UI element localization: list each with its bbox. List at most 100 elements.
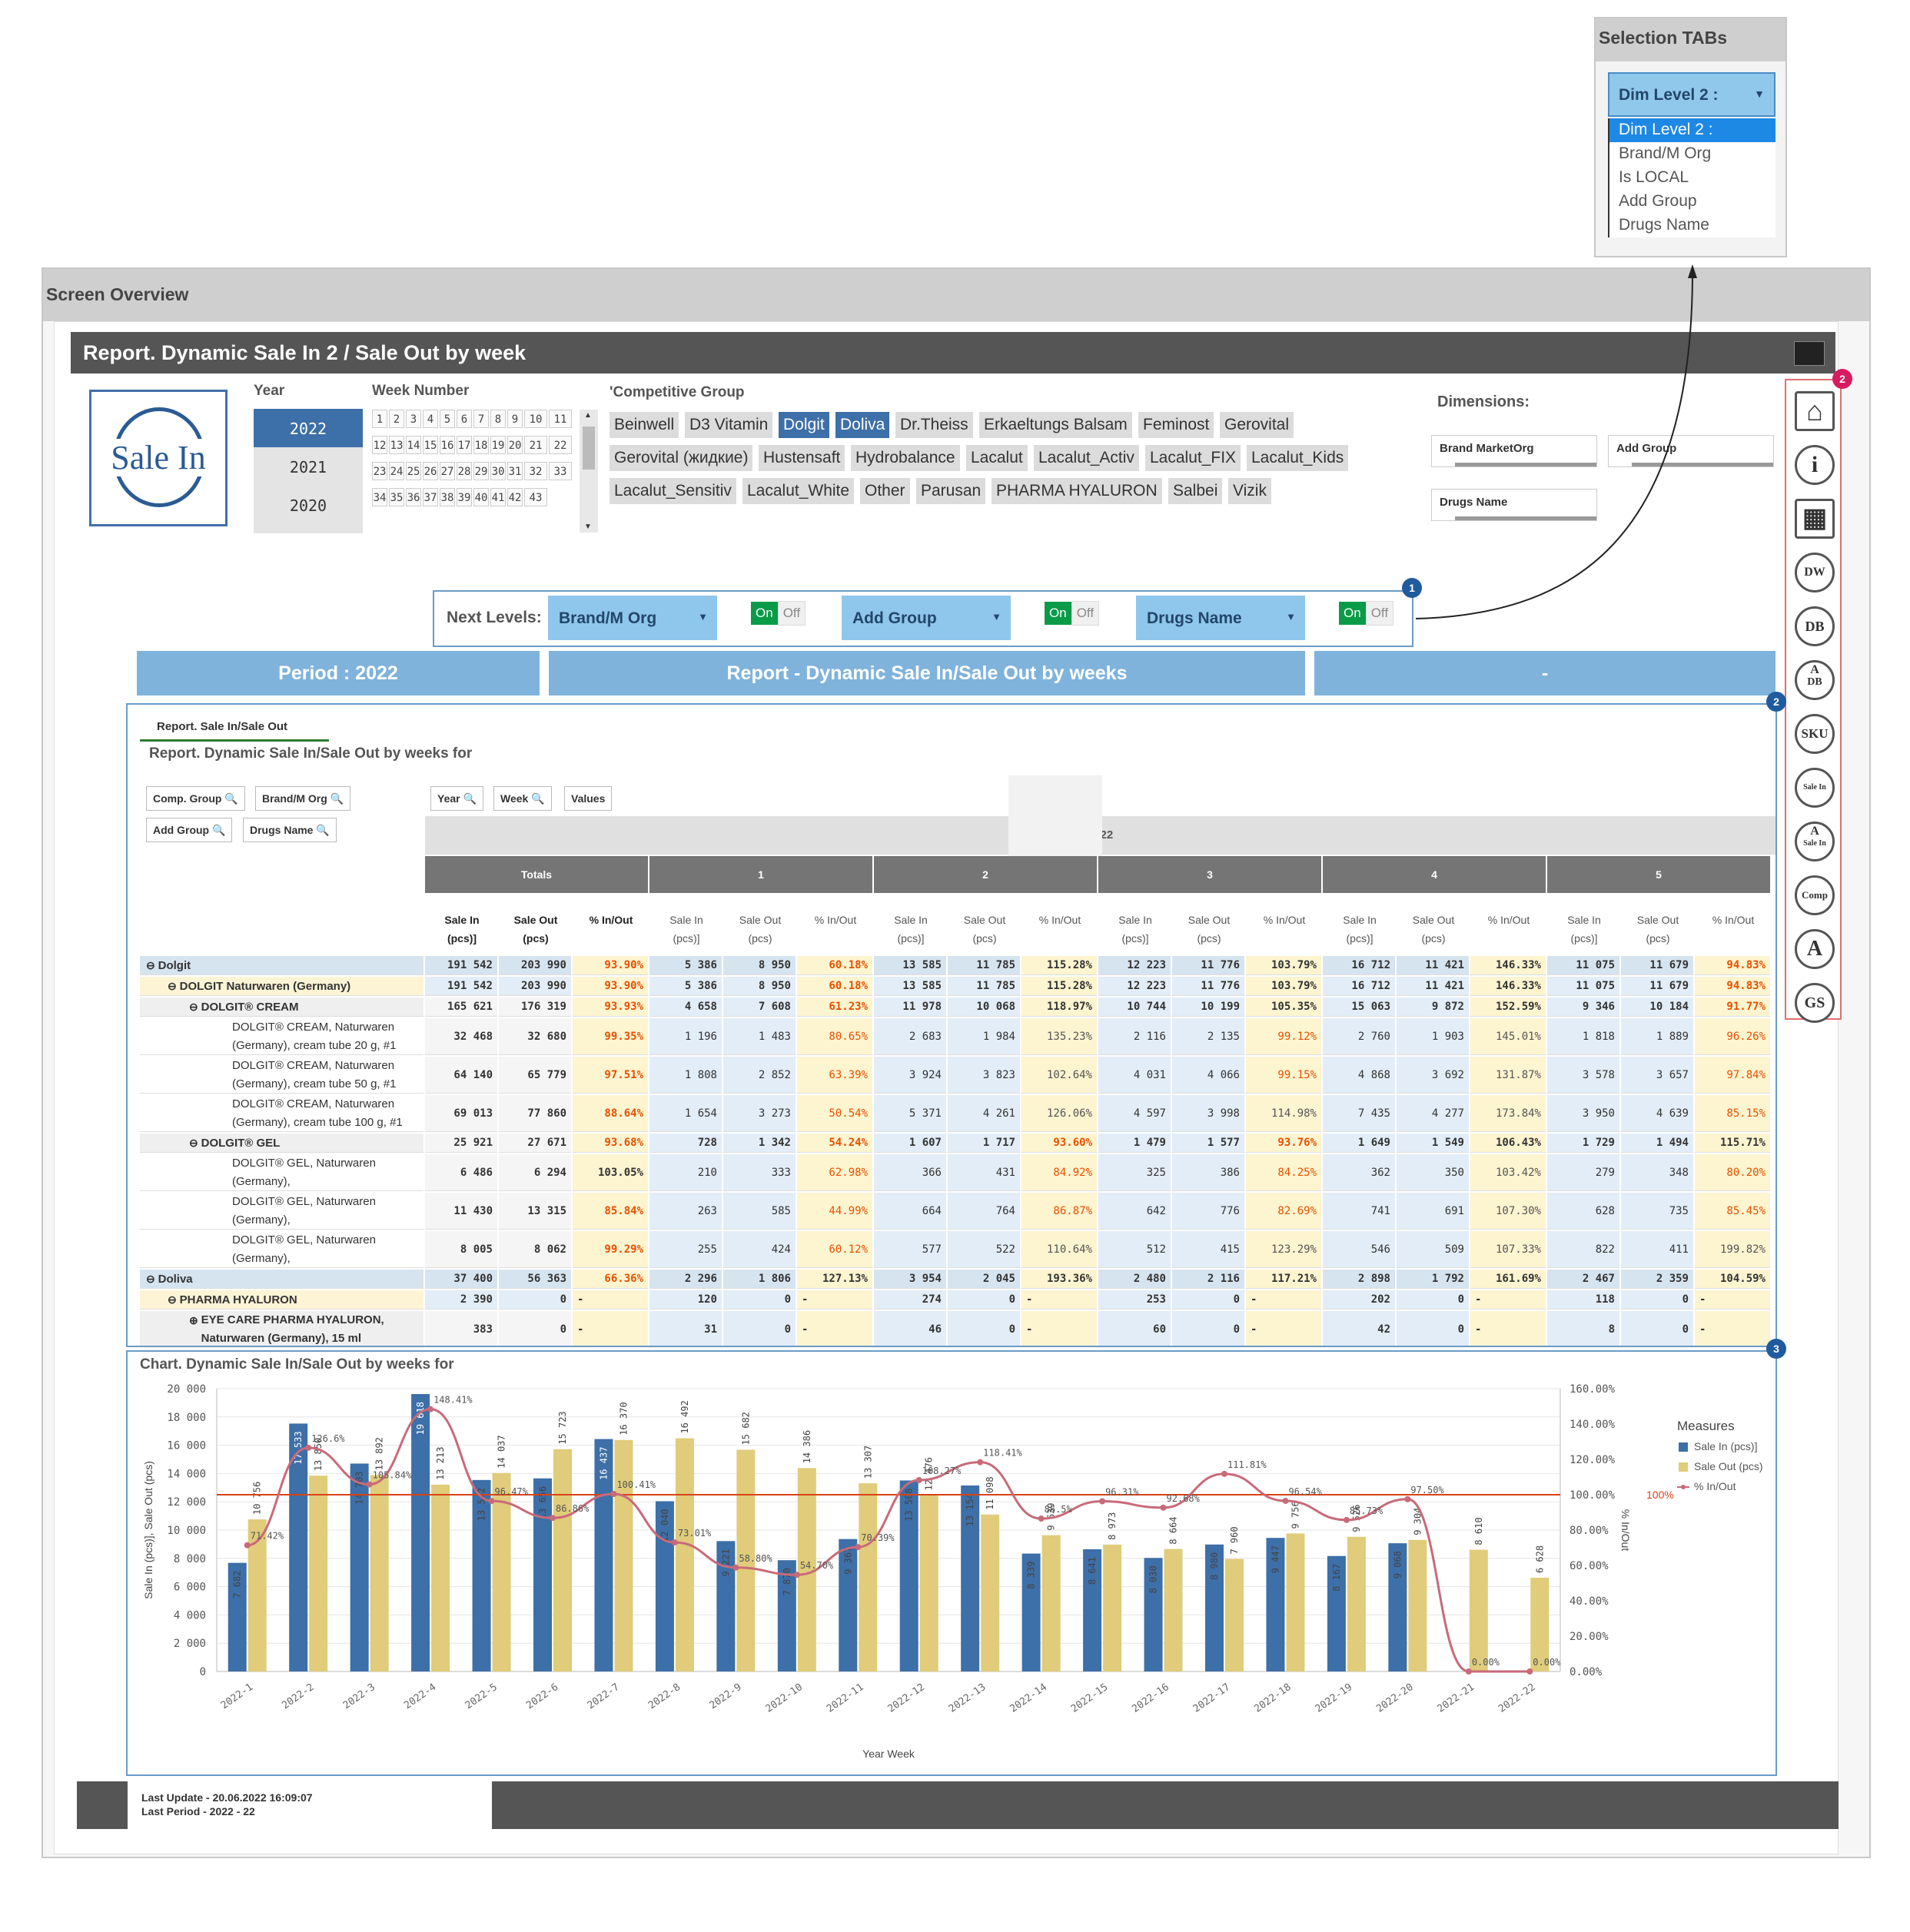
table-row-label[interactable]: DOLGIT® CREAM, Naturwaren (Germany), crea… — [140, 1057, 424, 1094]
comp-group-chip[interactable]: Vizik — [1228, 478, 1271, 504]
filter-brand-m-org[interactable]: Brand/M Org 🔍 — [255, 786, 351, 811]
week-cell-14[interactable]: 14 — [406, 436, 421, 454]
dimension-brand-marketorg[interactable]: Brand MarketOrg — [1431, 435, 1597, 467]
comp-group-chip[interactable]: Lacalut_Activ — [1034, 445, 1139, 471]
week-cell-19[interactable]: 19 — [490, 436, 506, 454]
collapse-icon[interactable]: ⊖ — [189, 1001, 201, 1013]
comp-group-chip[interactable]: Hydrobalance — [851, 445, 960, 471]
toggle-brand[interactable]: On Off — [751, 601, 806, 626]
table-row-label[interactable]: DOLGIT® CREAM, Naturwaren (Germany), crea… — [140, 1095, 424, 1132]
next-level-dropdown-drugs[interactable]: Drugs Name ▼ — [1136, 596, 1305, 640]
tab-report-sale-in-out[interactable]: Report. Sale In/Sale Out — [140, 711, 329, 742]
toggle-off[interactable]: Off — [777, 601, 806, 626]
comp-group-chip[interactable]: Lacalut — [966, 445, 1028, 471]
table-row-label[interactable]: DOLGIT® GEL, Naturwaren (Germany),gel tu… — [140, 1193, 424, 1230]
gs-icon[interactable]: GS — [1795, 983, 1835, 1023]
comp-group-chip[interactable]: Lacalut_Kids — [1247, 445, 1349, 471]
expand-icon[interactable]: ⊕ — [189, 1314, 201, 1326]
comp-group-chip[interactable]: Beinwell — [610, 412, 679, 438]
week-cell-38[interactable]: 38 — [440, 488, 455, 506]
table-row-label[interactable]: ⊖ Doliva — [140, 1270, 424, 1289]
table-row-label[interactable]: ⊖ DOLGIT® GEL — [140, 1134, 424, 1153]
week-cell-17[interactable]: 17 — [457, 436, 472, 454]
week-cell-26[interactable]: 26 — [423, 462, 438, 480]
scroll-thumb[interactable] — [583, 427, 595, 470]
week-cell-40[interactable]: 40 — [473, 488, 489, 506]
comp-group-chip[interactable]: Gerovital (жидкие) — [610, 445, 753, 471]
week-cell-41[interactable]: 41 — [490, 488, 506, 506]
week-cell-8[interactable]: 8 — [490, 410, 506, 428]
next-level-dropdown-brand[interactable]: Brand/M Org ▼ — [548, 596, 717, 640]
sku-icon[interactable]: SKU — [1795, 714, 1835, 754]
comp-group-chip[interactable]: D3 Vitamin — [685, 412, 773, 438]
week-cell-35[interactable]: 35 — [389, 488, 404, 506]
comp-group-chip[interactable]: Dr.Theiss — [895, 412, 973, 438]
dim-level-dropdown[interactable]: Dim Level 2 : ▼ — [1608, 72, 1775, 117]
scroll-down-icon[interactable]: ▼ — [584, 523, 592, 531]
week-cell-12[interactable]: 12 — [372, 436, 387, 454]
comp-group-chip[interactable]: Salbei — [1168, 478, 1223, 504]
comp-group-chip[interactable]: Doliva — [835, 412, 890, 438]
a-icon[interactable]: A — [1795, 929, 1835, 969]
collapse-icon[interactable]: ⊖ — [168, 1293, 180, 1306]
comp-group-chip[interactable]: Erkaeltungs Balsam — [979, 412, 1132, 438]
week-cell-16[interactable]: 16 — [440, 436, 455, 454]
week-cell-20[interactable]: 20 — [507, 436, 523, 454]
table-row-label[interactable]: ⊖ PHARMA HYALURON — [140, 1290, 424, 1310]
week-cell-24[interactable]: 24 — [389, 462, 404, 480]
week-cell-30[interactable]: 30 — [490, 462, 506, 480]
week-cell-37[interactable]: 37 — [423, 488, 438, 506]
table-row-label[interactable]: DOLGIT® GEL, Naturwaren (Germany),gel tu… — [140, 1231, 424, 1268]
sale-in-icon[interactable]: Sale In — [1795, 768, 1835, 808]
dim-option[interactable]: Add Group — [1619, 192, 1697, 210]
week-cell-36[interactable]: 36 — [406, 488, 421, 506]
toggle-on[interactable]: On — [751, 602, 778, 625]
week-cell-7[interactable]: 7 — [473, 410, 489, 428]
comp-group-chip[interactable]: Parusan — [916, 478, 986, 504]
filter-year[interactable]: Year 🔍 — [430, 786, 483, 811]
comp-group-chip[interactable]: Lacalut_FIX — [1145, 445, 1241, 471]
filter-values[interactable]: Values — [564, 786, 613, 811]
table-row-label[interactable]: ⊕ EYE CARE PHARMA HYALURON, Naturwaren (G… — [140, 1311, 424, 1346]
week-cell-33[interactable]: 33 — [549, 462, 572, 480]
week-scrollbar[interactable]: ▲ ▼ — [580, 410, 598, 533]
week-cell-6[interactable]: 6 — [457, 410, 472, 428]
week-cell-5[interactable]: 5 — [440, 410, 455, 428]
filter-add-group[interactable]: Add Group 🔍 — [146, 818, 233, 842]
week-cell-34[interactable]: 34 — [372, 488, 387, 506]
week-cell-43[interactable]: 43 — [524, 488, 547, 506]
table-row-label[interactable]: ⊖ Dolgit — [140, 956, 424, 975]
collapse-icon[interactable]: ⊖ — [146, 959, 158, 971]
a-sale-in-icon[interactable]: A Sale In — [1795, 822, 1835, 861]
toggle-off[interactable]: Off — [1071, 601, 1100, 626]
week-cell-31[interactable]: 31 — [507, 462, 523, 480]
collapse-icon[interactable]: ⊖ — [168, 980, 180, 992]
toggle-addgroup[interactable]: On Off — [1045, 601, 1100, 626]
week-cell-11[interactable]: 11 — [549, 410, 572, 428]
table-row-label[interactable]: DOLGIT® CREAM, Naturwaren (Germany), crea… — [140, 1018, 424, 1055]
week-cell-22[interactable]: 22 — [549, 436, 572, 454]
week-cell-3[interactable]: 3 — [406, 410, 421, 428]
comp-group-chip[interactable]: Feminost — [1138, 412, 1214, 438]
filter-week[interactable]: Week 🔍 — [493, 786, 552, 811]
comp-group-chip[interactable]: PHARMA HYALURON — [992, 478, 1162, 504]
toggle-off[interactable]: Off — [1365, 601, 1394, 626]
comp-group-chip[interactable]: Other — [860, 478, 910, 504]
toggle-on[interactable]: On — [1045, 602, 1071, 625]
year-option-2022[interactable]: 2022 — [254, 409, 363, 447]
dim-option[interactable]: Brand/M Org — [1619, 144, 1712, 162]
dim-option[interactable]: Is LOCAL — [1619, 168, 1689, 186]
collapse-icon[interactable]: ⊖ — [189, 1137, 201, 1149]
week-cell-29[interactable]: 29 — [473, 462, 489, 480]
week-cell-27[interactable]: 27 — [440, 462, 455, 480]
week-cell-25[interactable]: 25 — [406, 462, 421, 480]
year-option-2020[interactable]: 2020 — [254, 486, 363, 533]
dimension-add-group[interactable]: Add Group — [1608, 435, 1774, 467]
week-cell-32[interactable]: 32 — [524, 462, 547, 480]
home-icon[interactable]: ⌂ — [1795, 391, 1835, 431]
week-cell-2[interactable]: 2 — [389, 410, 404, 428]
dashboard-icon[interactable]: ▦ — [1795, 499, 1835, 539]
filter-drugs-name[interactable]: Drugs Name 🔍 — [243, 818, 337, 842]
db-icon[interactable]: DB — [1795, 606, 1835, 646]
comp-group-chip[interactable]: Gerovital — [1220, 412, 1294, 438]
